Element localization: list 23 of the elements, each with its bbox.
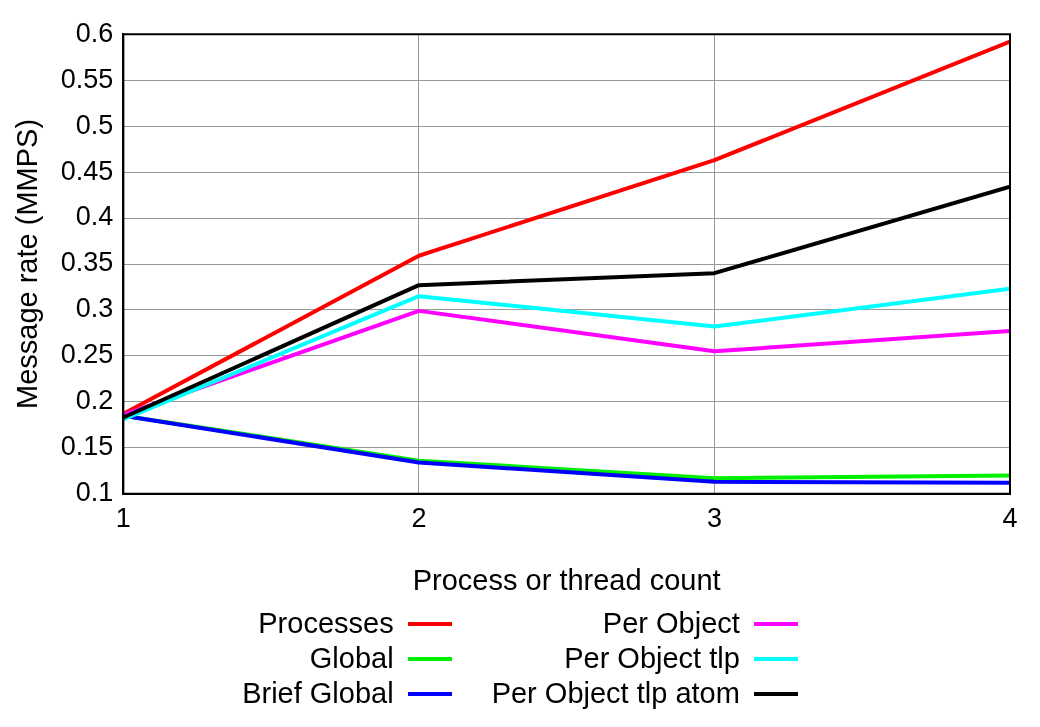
y-tick-label: 0.5 <box>75 109 114 140</box>
x-tick-label: 3 <box>706 503 722 534</box>
y-tick-label: 0.25 <box>60 339 114 370</box>
y-tick-label: 0.15 <box>60 431 114 462</box>
x-tick-label: 4 <box>1002 503 1018 534</box>
legend-label: Per Object tlp <box>564 642 740 675</box>
legend-label: Processes <box>258 607 394 640</box>
x-axis-title: Process or thread count <box>412 563 721 596</box>
y-tick-label: 0.3 <box>75 293 114 324</box>
y-tick-label: 0.1 <box>75 477 114 508</box>
y-tick-label: 0.4 <box>75 201 114 232</box>
y-axis-title: Message rate (MMPS) <box>11 118 44 410</box>
legend-label: Per Object <box>602 607 740 640</box>
x-tick-label: 1 <box>115 503 131 534</box>
legend-label: Brief Global <box>242 677 394 710</box>
legend-label: Per Object tlp atom <box>491 677 740 710</box>
x-tick-label: 2 <box>411 503 427 534</box>
y-tick-label: 0.55 <box>60 63 114 94</box>
y-tick-label: 0.45 <box>60 155 114 186</box>
y-tick-label: 0.2 <box>75 385 114 416</box>
y-tick-label: 0.6 <box>75 17 114 48</box>
y-tick-label: 0.35 <box>60 247 114 278</box>
legend-label: Global <box>309 642 394 675</box>
